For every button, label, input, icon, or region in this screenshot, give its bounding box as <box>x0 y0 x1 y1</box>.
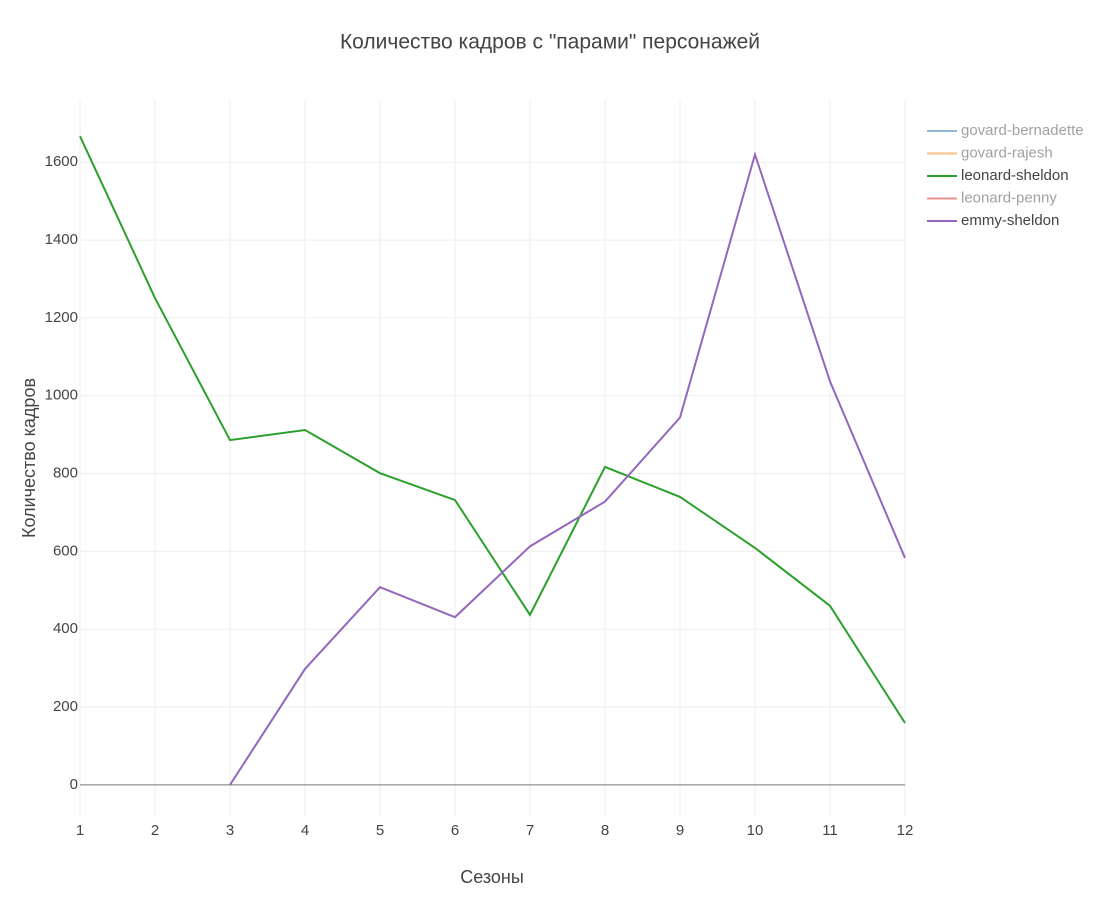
y-tick-label: 1000 <box>45 387 78 404</box>
x-axis-title: Сезоны <box>460 867 524 887</box>
x-tick-label: 9 <box>676 822 684 839</box>
chart-title: Количество кадров с "парами" персонажей <box>340 31 760 54</box>
x-tick-label: 11 <box>822 822 838 839</box>
legend-label[interactable]: leonard-sheldon <box>961 167 1069 184</box>
legend-label[interactable]: govard-rajesh <box>961 144 1053 161</box>
y-tick-label: 1200 <box>45 309 78 326</box>
legend-label[interactable]: leonard-penny <box>961 189 1057 206</box>
x-tick-label: 5 <box>376 822 384 839</box>
legend-label[interactable]: emmy-sheldon <box>961 212 1059 229</box>
x-tick-label: 12 <box>897 822 914 839</box>
x-tick-label: 7 <box>526 822 534 839</box>
y-tick-label: 0 <box>70 776 78 793</box>
x-tick-label: 1 <box>76 822 84 839</box>
y-axis-title: Количество кадров <box>19 378 39 538</box>
y-tick-label: 600 <box>53 542 78 559</box>
x-tick-label: 4 <box>301 822 309 839</box>
x-tick-label: 6 <box>451 822 459 839</box>
x-tick-label: 3 <box>226 822 234 839</box>
x-tick-label: 2 <box>151 822 159 839</box>
legend-label[interactable]: govard-bernadette <box>961 122 1084 139</box>
y-tick-label: 200 <box>53 698 78 715</box>
y-tick-label: 1400 <box>45 231 78 248</box>
x-tick-label: 8 <box>601 822 609 839</box>
y-tick-label: 800 <box>53 465 78 482</box>
x-tick-label: 10 <box>747 822 764 839</box>
y-tick-label: 1600 <box>45 153 78 170</box>
series-line <box>79 135 906 724</box>
y-tick-label: 400 <box>53 620 78 637</box>
series-line <box>229 151 906 786</box>
